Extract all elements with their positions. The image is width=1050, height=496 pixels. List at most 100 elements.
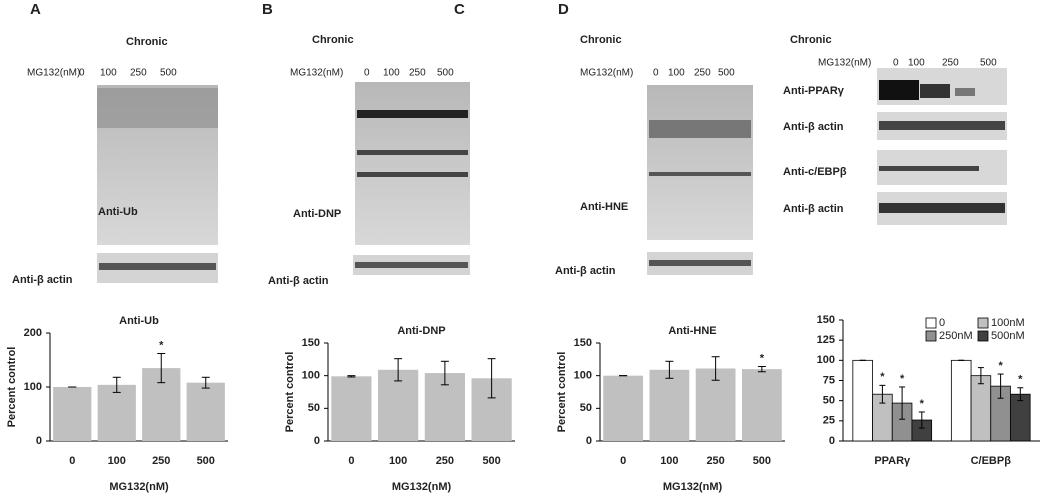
lane: 100 — [908, 58, 925, 69]
y-tick-label: 150 — [817, 314, 835, 326]
blot-band — [955, 88, 975, 96]
legend-swatch — [925, 330, 937, 342]
legend-label: 500nM — [991, 330, 1025, 342]
bar — [603, 375, 644, 441]
blot-band — [879, 80, 919, 100]
y-tick-label: 100 — [817, 354, 835, 366]
blot-label: Anti-c/EBPβ — [783, 166, 847, 178]
blot-label: Anti-β actin — [268, 275, 329, 287]
legend-label: 100nM — [991, 317, 1025, 329]
blot-band — [920, 84, 950, 98]
significance: * — [900, 373, 905, 385]
blot-label: Anti-β actin — [555, 265, 616, 277]
bar — [97, 384, 136, 441]
x-tick-label: 250 — [436, 455, 454, 467]
legend-swatch — [977, 330, 989, 342]
bar — [741, 369, 782, 441]
y-tick-label: 150 — [574, 337, 592, 349]
lane: 250 — [694, 68, 711, 79]
x-tick-label: 0 — [620, 455, 626, 467]
y-tick-label: 50 — [823, 395, 835, 407]
blot-label: Anti-HNE — [580, 201, 628, 213]
lane-title: MG132(nM) — [818, 58, 871, 69]
y-tick-label: 0 — [36, 435, 42, 447]
y-tick-label: 50 — [580, 402, 592, 414]
lane: 500 — [437, 68, 454, 79]
bar — [186, 382, 225, 441]
lane: 0 — [653, 68, 659, 79]
x-axis-label: MG132(nM) — [663, 481, 723, 493]
y-axis-label: Percent control — [556, 352, 568, 433]
condition: Chronic — [126, 36, 168, 48]
x-tick-label: 500 — [197, 455, 215, 467]
lane: 500 — [160, 68, 177, 79]
lane-title: MG132(nM) — [580, 68, 633, 79]
bar — [649, 369, 690, 441]
x-tick-label: 100 — [389, 455, 407, 467]
lane: 0 — [364, 68, 370, 79]
x-tick-label: 250 — [152, 455, 170, 467]
legend-swatch — [977, 317, 989, 329]
y-tick-label: 0 — [586, 435, 592, 447]
lane: 100 — [668, 68, 685, 79]
lane: 0 — [79, 68, 85, 79]
blot-band — [649, 260, 751, 266]
blot — [647, 85, 753, 240]
bar — [53, 387, 92, 441]
blot-band — [879, 121, 1005, 130]
lane: 250 — [130, 68, 147, 79]
blot-band — [99, 263, 216, 270]
condition: Chronic — [580, 34, 622, 46]
y-tick-label: 25 — [823, 415, 835, 427]
condition: Chronic — [790, 34, 832, 46]
bar — [1010, 393, 1031, 442]
x-tick-label: 500 — [753, 455, 771, 467]
lane: 500 — [980, 58, 997, 69]
chart-title: Anti-HNE — [668, 325, 716, 337]
x-axis-label: MG132(nM) — [109, 481, 169, 493]
y-tick-label: 100 — [24, 381, 42, 393]
blot-label: Anti-DNP — [293, 208, 341, 220]
legend-swatch — [925, 317, 937, 329]
y-tick-label: 0 — [829, 435, 835, 447]
panel-letter: B — [262, 1, 273, 18]
significance: * — [920, 398, 925, 410]
y-tick-label: 100 — [574, 370, 592, 382]
y-tick-label: 150 — [302, 337, 320, 349]
y-tick-label: 0 — [314, 435, 320, 447]
lane-title: MG132(nM) — [27, 68, 80, 79]
significance: * — [998, 360, 1003, 372]
significance: * — [760, 352, 765, 364]
bar — [970, 375, 992, 442]
blot-band — [879, 203, 1005, 213]
blot-smear — [97, 88, 218, 128]
panel-letter: C — [454, 1, 465, 18]
blot-band — [357, 110, 468, 118]
blot-label: Anti-β actin — [12, 274, 73, 286]
panel-letter: A — [30, 1, 41, 18]
blot-band — [649, 172, 751, 176]
y-axis-label: Percent control — [284, 352, 296, 433]
x-tick-label: 100 — [108, 455, 126, 467]
lane: 500 — [718, 68, 735, 79]
x-axis-label: MG132(nM) — [392, 481, 452, 493]
x-tick-label: C/EBPβ — [971, 455, 1012, 467]
y-tick-label: 200 — [24, 327, 42, 339]
lane: 250 — [409, 68, 426, 79]
panel-letter: D — [558, 1, 569, 18]
significance: * — [1018, 374, 1023, 386]
chart-title: Anti-Ub — [119, 315, 159, 327]
significance: * — [880, 371, 885, 383]
chart-title: Anti-DNP — [397, 325, 445, 337]
blot-band — [357, 150, 468, 155]
blot-band — [355, 262, 468, 268]
bar — [331, 376, 372, 441]
y-tick-label: 125 — [817, 334, 835, 346]
blot-label: Anti-β actin — [783, 121, 844, 133]
y-axis-label: Percent control — [6, 347, 18, 428]
blot-label: Anti-Ub — [98, 206, 138, 218]
blot-band — [649, 120, 751, 138]
legend-label: 0 — [939, 317, 945, 329]
lane: 100 — [383, 68, 400, 79]
